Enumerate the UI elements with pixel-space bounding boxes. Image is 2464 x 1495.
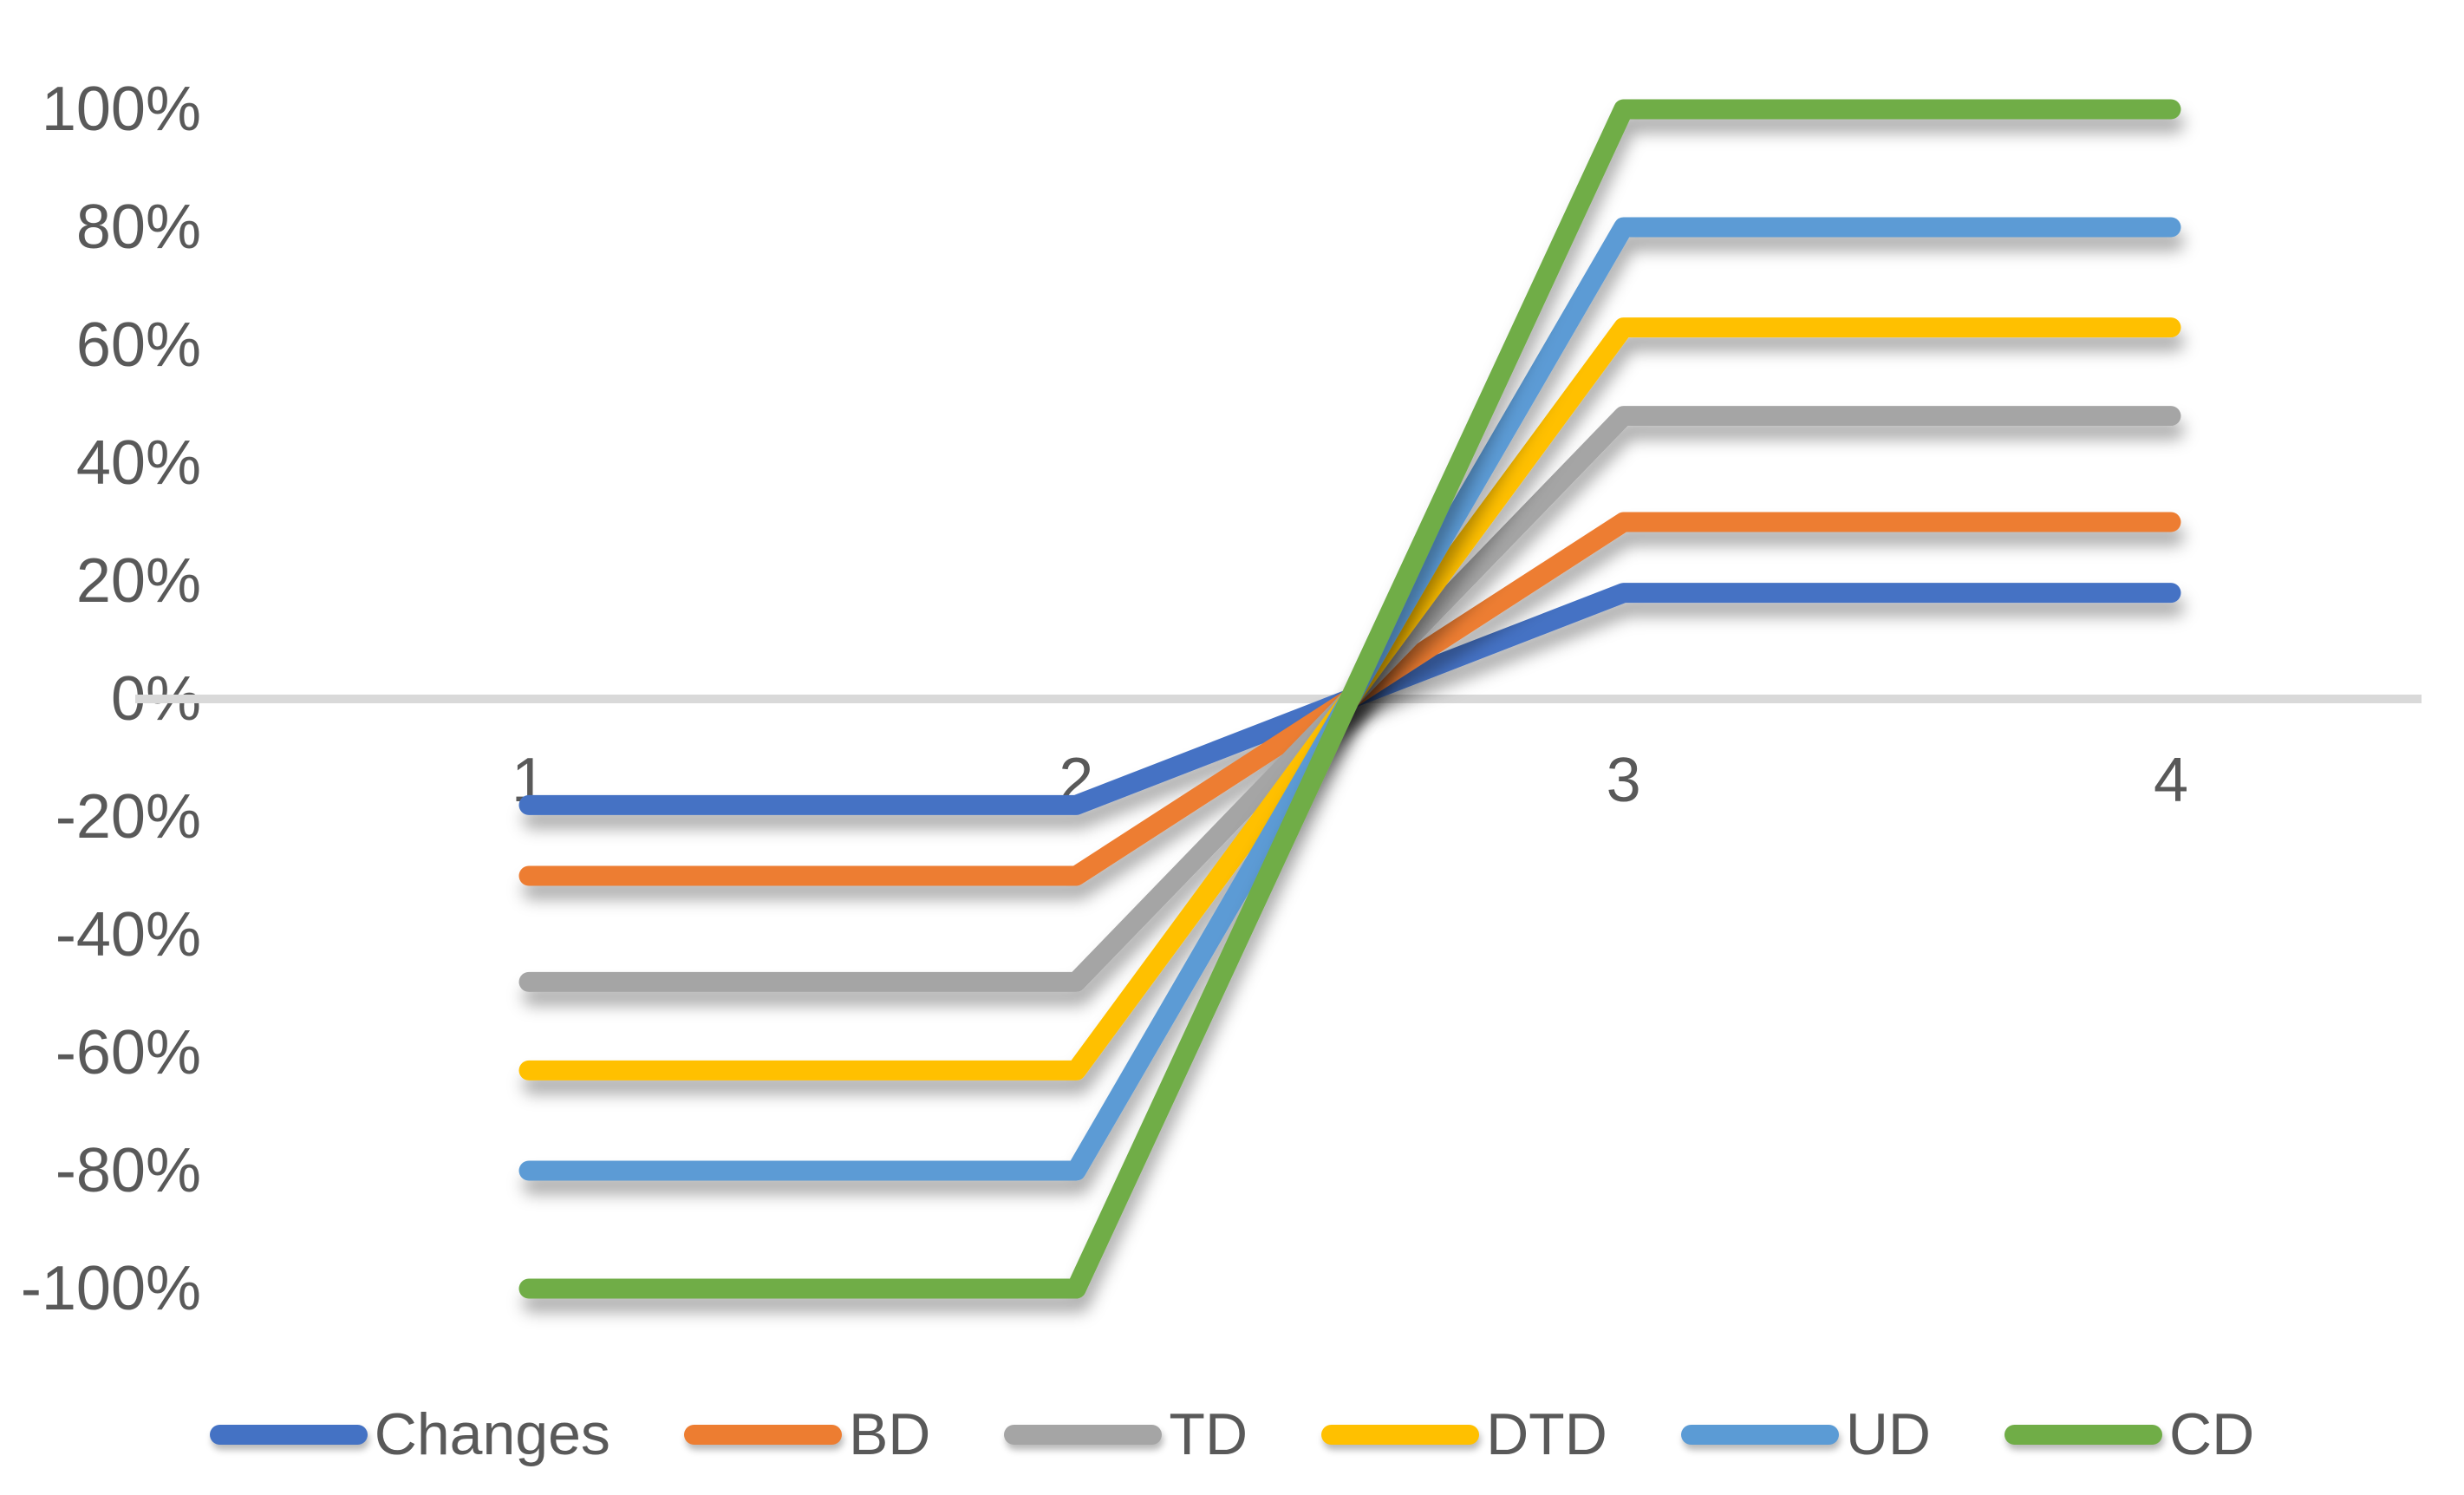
chart-legend: Changes BD TD DTD UD CD <box>0 1394 2464 1474</box>
legend-swatch-changes <box>209 1424 368 1445</box>
y-tick-label: 40% <box>75 428 201 498</box>
y-tick-label: -60% <box>55 1018 201 1087</box>
legend-swatch-ud <box>1680 1424 1839 1445</box>
legend-item-changes: Changes <box>209 1401 610 1467</box>
zero-axis-line <box>135 695 2422 703</box>
legend-item-bd: BD <box>683 1401 931 1467</box>
legend-swatch-dtd <box>1321 1424 1480 1445</box>
legend-item-cd: CD <box>2004 1401 2254 1467</box>
y-tick-label: -20% <box>55 782 201 852</box>
y-tick-label: 20% <box>75 546 201 616</box>
x-tick-label: 3 <box>1606 746 1641 815</box>
y-tick-label: 100% <box>41 75 201 144</box>
legend-item-dtd: DTD <box>1321 1401 1607 1467</box>
legend-swatch-cd <box>2004 1424 2163 1445</box>
y-tick-label: 60% <box>75 310 201 380</box>
legend-label: Changes <box>374 1401 610 1467</box>
legend-label: BD <box>848 1401 931 1467</box>
x-tick-label: 4 <box>2153 746 2189 815</box>
series-line-cd <box>518 99 2181 1299</box>
y-tick-label: -80% <box>55 1136 201 1205</box>
legend-label: UD <box>1845 1401 1932 1467</box>
legend-swatch-bd <box>683 1424 842 1445</box>
y-tick-label: -40% <box>55 900 201 969</box>
legend-label: TD <box>1169 1401 1248 1467</box>
legend-item-td: TD <box>1004 1401 1248 1467</box>
y-tick-label: -100% <box>20 1254 201 1323</box>
legend-item-ud: UD <box>1680 1401 1932 1467</box>
legend-label: CD <box>2169 1401 2255 1467</box>
legend-swatch-td <box>1004 1424 1163 1445</box>
y-tick-label: 80% <box>75 193 201 262</box>
legend-label: DTD <box>1486 1401 1607 1467</box>
